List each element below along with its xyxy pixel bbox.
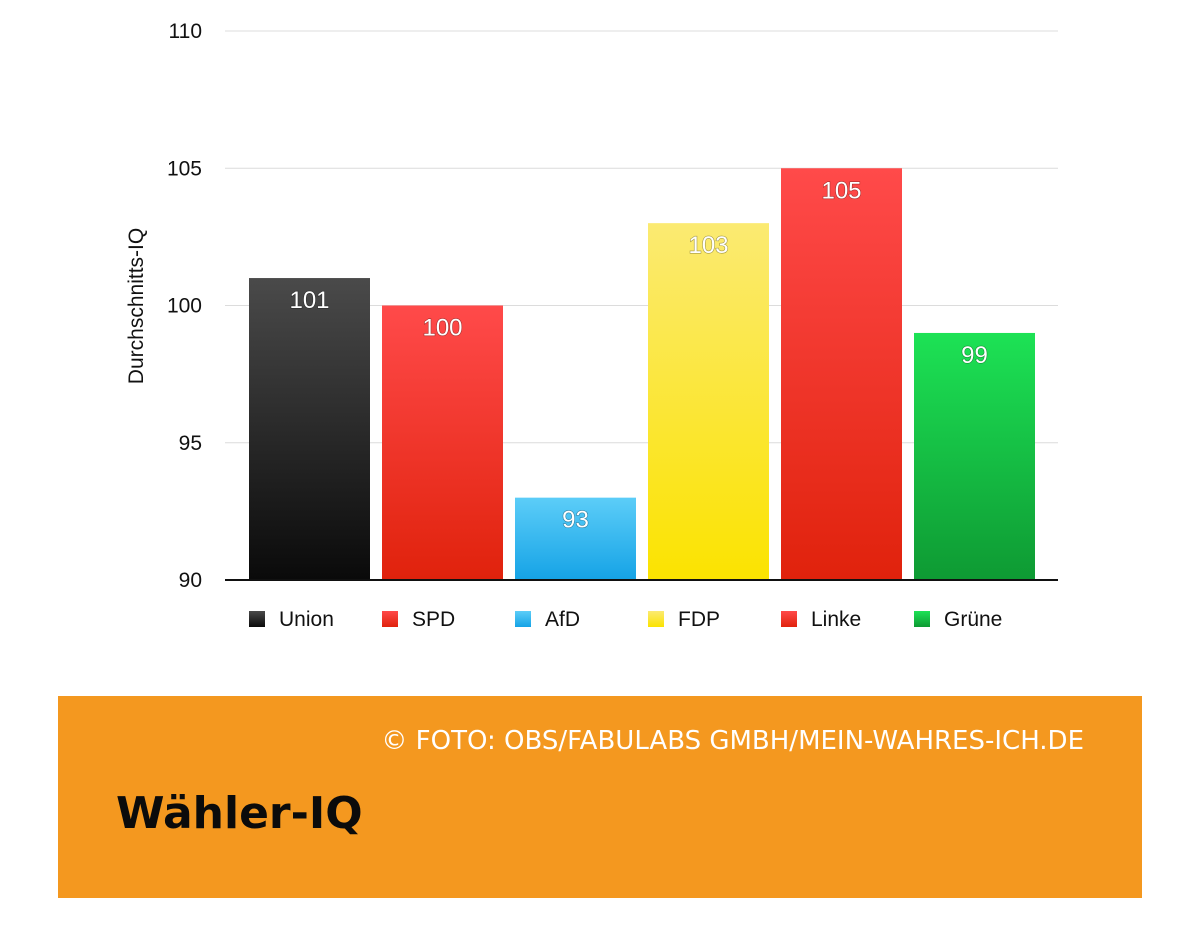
y-axis-label: Durchschnitts-IQ bbox=[125, 228, 148, 384]
legend-swatch bbox=[914, 611, 930, 627]
y-tick-label: 105 bbox=[167, 157, 202, 180]
legend-swatch bbox=[648, 611, 664, 627]
bar-grüne bbox=[914, 332, 1035, 580]
y-tick-label: 95 bbox=[179, 432, 202, 455]
bar-fdp bbox=[648, 223, 769, 580]
data-label: 100 bbox=[422, 315, 462, 342]
y-tick-label: 110 bbox=[169, 20, 202, 43]
data-label: 99 bbox=[961, 342, 988, 369]
bars bbox=[249, 168, 1035, 580]
legend-swatch bbox=[249, 611, 265, 627]
legend-label: Grüne bbox=[944, 608, 1002, 631]
legend-label: Union bbox=[279, 608, 334, 631]
bar-afd bbox=[515, 497, 636, 580]
photo-credit: © FOTO: OBS/FABULABS GMBH/MEIN-WAHRES-IC… bbox=[381, 726, 1084, 756]
caption-box: © FOTO: OBS/FABULABS GMBH/MEIN-WAHRES-IC… bbox=[58, 696, 1142, 898]
legend-swatch bbox=[382, 611, 398, 627]
bar-chart: 90 95 100 105 110 101 100 93 103 105 99 Durchschn… bbox=[125, 20, 1058, 631]
data-label: 93 bbox=[562, 507, 589, 534]
bar-linke bbox=[781, 168, 902, 580]
legend-swatch bbox=[781, 611, 797, 627]
bar-union bbox=[249, 278, 370, 580]
legend-label: Linke bbox=[811, 608, 861, 631]
data-label: 105 bbox=[821, 177, 861, 204]
legend: Union SPD AfD FDP Linke Grüne bbox=[249, 608, 1002, 631]
data-labels: 101 100 93 103 105 99 bbox=[289, 177, 989, 535]
legend-label: FDP bbox=[678, 608, 720, 631]
data-label: 103 bbox=[688, 232, 728, 259]
caption-title: Wähler-IQ bbox=[116, 788, 363, 839]
y-tick-label: 90 bbox=[179, 569, 202, 592]
bar-spd bbox=[382, 305, 503, 580]
legend-label: SPD bbox=[412, 608, 455, 631]
legend-swatch bbox=[515, 611, 531, 627]
y-axis-ticks: 90 95 100 105 110 bbox=[167, 20, 202, 592]
y-tick-label: 100 bbox=[167, 295, 202, 318]
legend-label: AfD bbox=[545, 608, 580, 631]
data-label: 101 bbox=[289, 287, 329, 314]
